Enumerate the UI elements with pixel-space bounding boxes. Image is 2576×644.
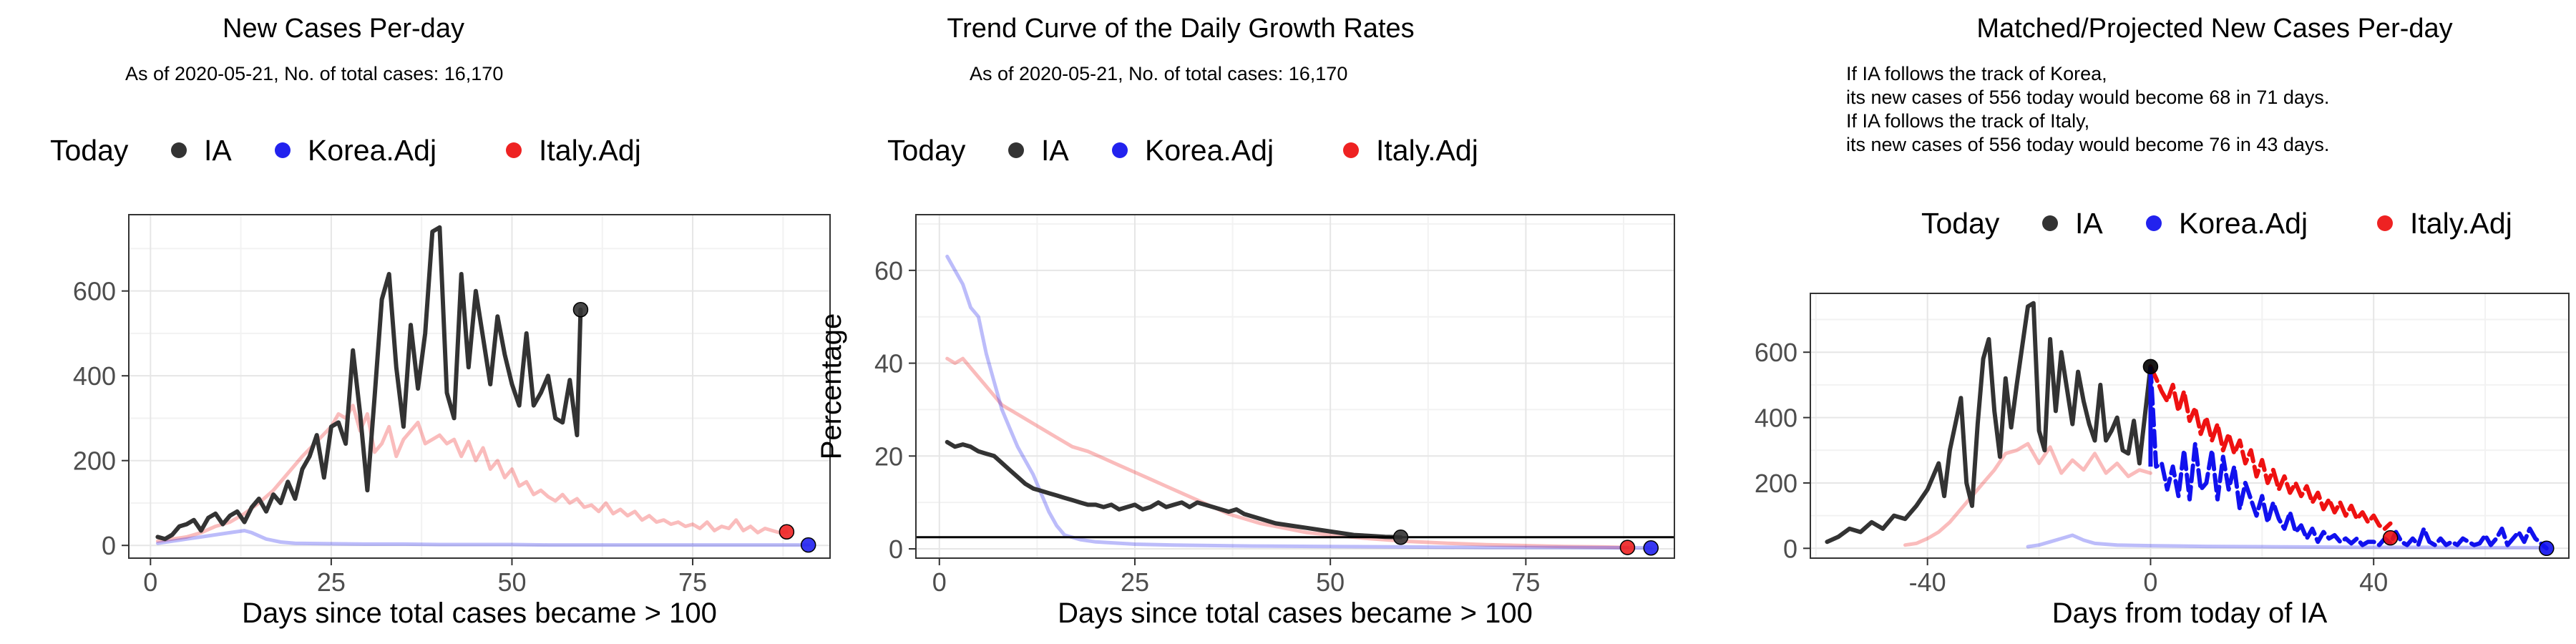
x-tick-label: 50 — [497, 567, 526, 597]
legend-label: Korea.Adj — [2179, 207, 2308, 240]
plot-area — [1810, 293, 2569, 558]
legend-marker-ia — [171, 142, 187, 158]
x-tick-label: 50 — [1316, 567, 1345, 597]
chart-legend: Today IA Korea.Adj Italy.Adj — [887, 134, 1478, 167]
today-point-italy-adj — [779, 524, 795, 540]
legend-marker-korea-adj — [2146, 215, 2162, 231]
x-tick-label: 40 — [2359, 567, 2388, 597]
y-tick-label: 200 — [73, 447, 116, 476]
y-tick-label: 20 — [874, 441, 903, 471]
chart-legend: Today IA Korea.Adj Italy.Adj — [50, 134, 641, 167]
legend-title: Today — [50, 134, 129, 167]
today-point-korea-adj — [1643, 540, 1659, 556]
y-axis-label: Percentage — [816, 313, 847, 460]
panel-border — [1810, 293, 2570, 559]
legend-label: IA — [1041, 134, 1069, 167]
legend-label: Italy.Adj — [2410, 207, 2512, 240]
today-point-ia — [2142, 358, 2159, 375]
x-tick-label: 0 — [2143, 567, 2157, 597]
today-point-italy-adj — [1619, 540, 1636, 555]
series-line-ia — [155, 225, 583, 542]
series-line-korea-adj — [945, 254, 1653, 550]
chart-note: If IA follows the track of Italy, — [1846, 110, 2089, 132]
panel-border — [915, 214, 1675, 559]
grid — [129, 215, 830, 558]
x-tick-label: -40 — [1909, 567, 1946, 597]
series-line-italy-adj-projected — [2148, 364, 2393, 531]
y-tick-label: 600 — [1755, 338, 1797, 367]
series-line-italy-adj-matched — [1903, 441, 2152, 547]
series-line-italy-adj — [155, 404, 789, 543]
series-line-korea-adj-projected — [2148, 364, 2549, 551]
legend-marker-ia — [1008, 142, 1024, 158]
legend-label: Korea.Adj — [1145, 134, 1274, 167]
today-point-italy-adj — [2382, 530, 2399, 546]
x-tick-label: 0 — [932, 567, 947, 597]
series-group — [155, 225, 811, 547]
series-line-ia — [1825, 301, 2153, 545]
chart-title: New Cases Per-day — [223, 14, 464, 44]
legend-title: Today — [887, 134, 966, 167]
legend-label: Korea.Adj — [308, 134, 436, 167]
legend-marker-korea-adj — [1112, 142, 1128, 158]
chart-panel-2: Trend Curve of the Daily Growth Rates As … — [816, 14, 1675, 629]
legend-marker-italy-adj — [506, 142, 522, 158]
chart-note: its new cases of 556 today would become … — [1846, 134, 2329, 155]
series-line-korea-adj-matched — [2026, 533, 2549, 550]
today-point-korea-adj — [2539, 540, 2555, 557]
legend-title: Today — [1921, 207, 2000, 240]
chart-panel-1: New Cases Per-day As of 2020-05-21, No. o… — [50, 14, 831, 629]
y-tick-label: 0 — [102, 531, 116, 560]
x-tick-label: 25 — [1121, 567, 1149, 597]
chart-note: its new cases of 556 today would become … — [1846, 87, 2329, 108]
chart-title: Trend Curve of the Daily Growth Rates — [947, 14, 1414, 44]
chart-subtitle: As of 2020-05-21, No. of total cases: 16… — [125, 63, 503, 84]
series-line-korea-adj — [155, 529, 811, 547]
x-tick-label: 75 — [678, 567, 707, 597]
x-axis-label: Days since total cases became > 100 — [242, 597, 717, 629]
legend-label: Italy.Adj — [539, 134, 641, 167]
today-point-ia — [572, 301, 589, 318]
today-point-ia — [1392, 530, 1409, 545]
panel-border — [128, 214, 831, 559]
y-tick-label: 200 — [1755, 469, 1797, 498]
y-tick-label: 60 — [874, 256, 903, 286]
x-tick-label: 25 — [317, 567, 346, 597]
legend-marker-italy-adj — [2377, 215, 2393, 231]
y-tick-label: 0 — [889, 535, 903, 564]
y-tick-label: 400 — [1755, 404, 1797, 433]
chart-note: If IA follows the track of Korea, — [1846, 63, 2107, 84]
y-tick-label: 400 — [73, 361, 116, 391]
x-tick-label: 0 — [143, 567, 157, 597]
plot-area — [129, 215, 830, 558]
legend-label: IA — [2075, 207, 2103, 240]
series-line-ia — [945, 439, 1403, 540]
grid — [916, 215, 1674, 558]
legend-label: IA — [204, 134, 232, 167]
today-point-korea-adj — [800, 537, 816, 553]
legend-marker-ia — [2042, 215, 2058, 231]
plot-area — [916, 215, 1674, 558]
chart-legend: Today IA Korea.Adj Italy.Adj — [1921, 207, 2512, 240]
legend-marker-italy-adj — [1343, 142, 1359, 158]
chart-panel-3: Matched/Projected New Cases Per-day If IA… — [1755, 14, 2570, 629]
y-tick-label: 0 — [1783, 534, 1797, 563]
x-axis-label: Days from today of IA — [2052, 597, 2328, 629]
legend-marker-korea-adj — [275, 142, 291, 158]
legend-label: Italy.Adj — [1376, 134, 1478, 167]
y-tick-label: 40 — [874, 349, 903, 379]
y-tick-label: 600 — [73, 277, 116, 306]
series-group — [1825, 301, 2549, 551]
x-tick-label: 75 — [1511, 567, 1540, 597]
x-axis-label: Days since total cases became > 100 — [1058, 597, 1533, 629]
chart-title: Matched/Projected New Cases Per-day — [1976, 14, 2452, 44]
chart-subtitle: As of 2020-05-21, No. of total cases: 16… — [970, 63, 1347, 84]
